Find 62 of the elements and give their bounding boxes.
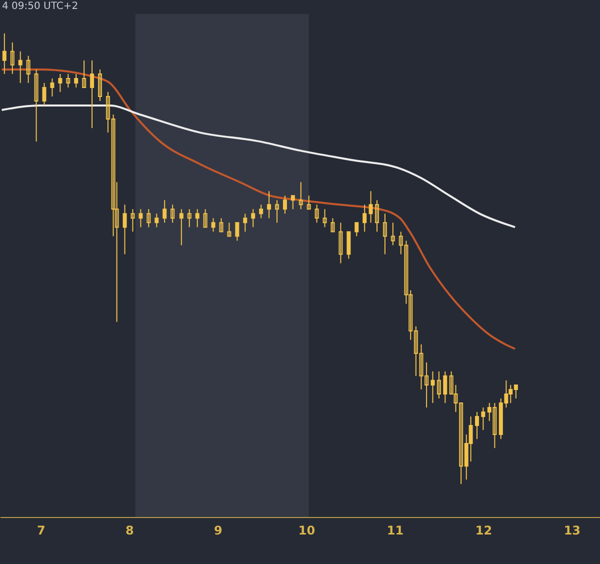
candlestick (338, 222, 343, 264)
candlestick (211, 218, 216, 232)
candlestick (290, 195, 295, 210)
x-tick-label: 11 (386, 524, 404, 538)
candlestick (98, 68, 102, 102)
candlestick (362, 204, 367, 232)
candlestick (170, 204, 175, 224)
candlestick (330, 218, 335, 232)
candlestick (251, 208, 256, 228)
candlestick (267, 190, 272, 219)
candlestick (154, 213, 159, 228)
candlestick (468, 416, 473, 462)
candlestick (146, 208, 151, 228)
x-tick-label: 7 (37, 524, 46, 538)
candlestick (474, 411, 479, 440)
candlestick (18, 50, 22, 84)
candlestick (481, 406, 486, 431)
candlestick (298, 182, 303, 210)
candlestick (274, 200, 279, 224)
candlestick (368, 190, 373, 224)
candlestick (34, 68, 38, 142)
x-tick-label: 12 (475, 524, 492, 538)
candlestick (282, 195, 287, 214)
candlestick (195, 208, 200, 228)
candlestick (10, 42, 14, 74)
candlestick (90, 60, 94, 129)
candlestick (354, 222, 359, 237)
x-tick-label: 10 (298, 524, 316, 538)
candlestick (374, 200, 379, 232)
candlestick (162, 200, 167, 224)
candlestick (122, 204, 127, 255)
candlestick (390, 222, 395, 246)
x-tick-label: 13 (564, 524, 581, 538)
candlestick (443, 370, 448, 404)
candlestick (74, 73, 78, 88)
candlestick (138, 208, 143, 228)
candlestick (436, 370, 441, 399)
candlestick (2, 32, 6, 74)
candlestick (322, 208, 327, 228)
candlestick (82, 60, 86, 88)
candlestick (346, 231, 351, 260)
candlestick (430, 370, 435, 404)
x-tick-label: 8 (126, 524, 134, 538)
candlestick (219, 218, 224, 232)
candlestick (306, 195, 311, 210)
candlestick (314, 204, 319, 224)
candlestick (66, 73, 70, 88)
candlestick (259, 204, 264, 219)
candlestick (243, 213, 248, 232)
candlestick (179, 208, 184, 246)
candlestick (187, 208, 192, 228)
candlestick (235, 222, 240, 242)
candlestick (203, 208, 208, 228)
candlestick (227, 222, 232, 237)
candlestick (382, 213, 387, 255)
candlestick (26, 55, 30, 84)
candlestick (42, 82, 46, 106)
candlestick (130, 208, 135, 232)
candlestick (50, 78, 54, 97)
x-tick-label: 9 (214, 524, 222, 538)
text: 4 09:50 UTC+2 (2, 1, 78, 12)
candlestick (58, 73, 62, 92)
